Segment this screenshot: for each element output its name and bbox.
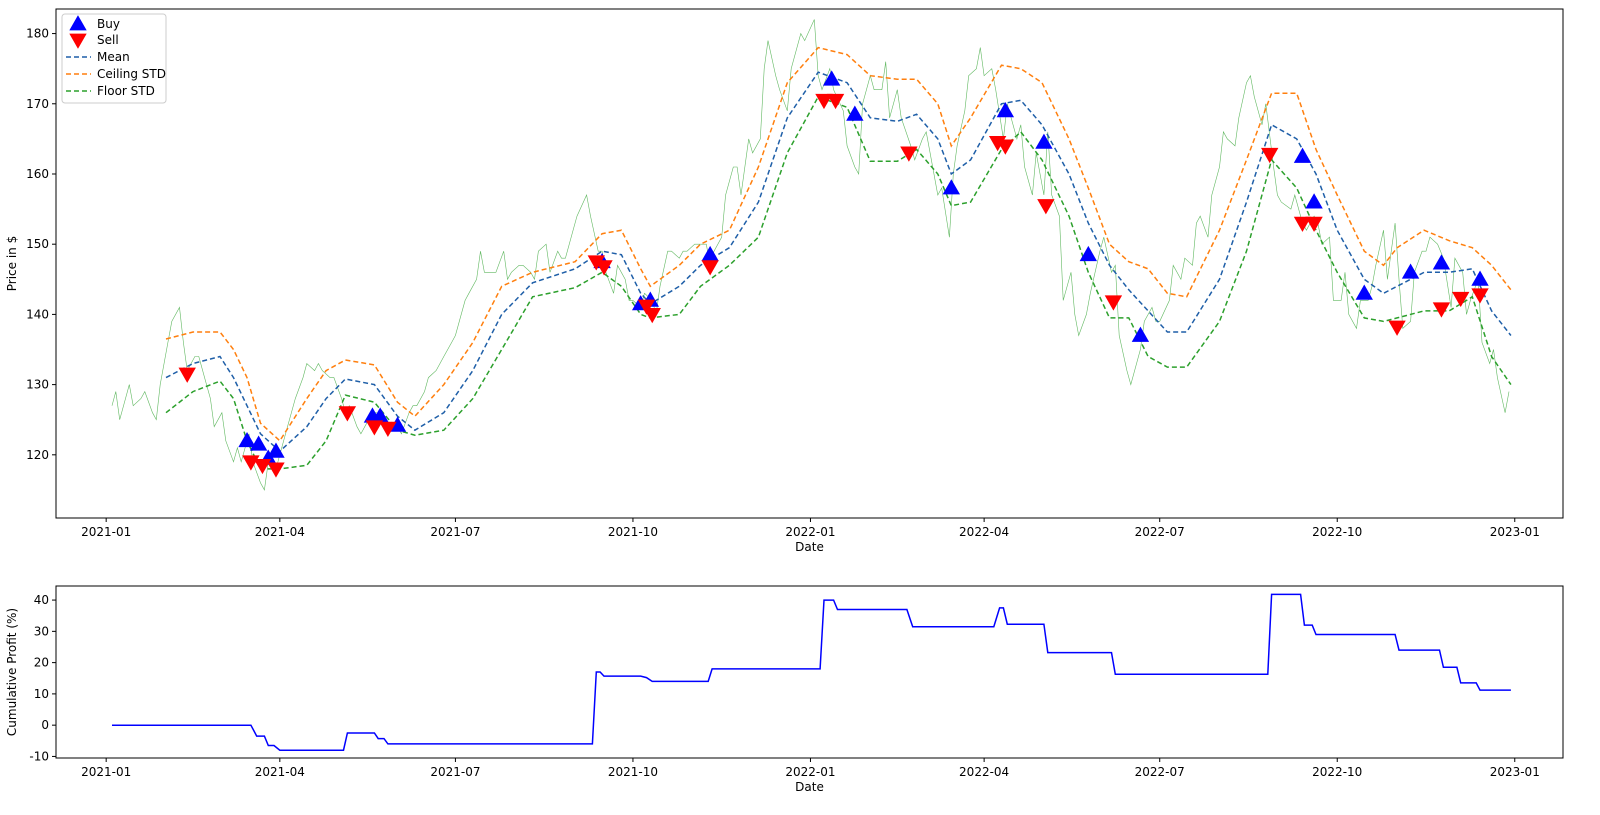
sell-marker <box>1037 199 1055 215</box>
y-tick-label: 20 <box>34 656 49 670</box>
x-tick-label: 2023-01 <box>1490 765 1540 779</box>
sell-marker <box>643 307 661 324</box>
sell-marker <box>1293 216 1312 232</box>
y-tick-label: 30 <box>34 624 49 638</box>
sell-marker <box>637 299 656 315</box>
x-tick-label: 2021-04 <box>255 765 305 779</box>
sell-marker <box>701 260 719 276</box>
x-tick-label: 2021-04 <box>255 525 305 539</box>
y-tick-label: 40 <box>34 593 49 607</box>
buy-marker <box>701 245 719 262</box>
legend-entry-label: Ceiling STD <box>97 67 166 81</box>
sell-marker <box>595 260 613 276</box>
x-axis-label: Date <box>795 780 824 794</box>
sell-marker <box>1104 295 1123 311</box>
x-tick-label: 2022-04 <box>959 765 1009 779</box>
series-line-floor-std <box>165 95 1512 470</box>
price-chart: 2021-01 2021-04 2021-07 2021-10 2022-01 2022-… <box>5 8 1564 554</box>
sell-marker <box>1432 302 1451 318</box>
y-tick-label: 130 <box>26 378 49 392</box>
sell-marker <box>900 146 918 162</box>
sell-marker <box>1261 147 1279 164</box>
y-tick-label: 150 <box>26 237 49 251</box>
legend-entry-label: Buy <box>97 17 120 31</box>
sell-marker <box>338 406 357 422</box>
profit-chart: 2021-01 2021-04 2021-07 2021-10 2022-01 2022-… <box>5 585 1564 794</box>
buy-marker <box>823 70 841 86</box>
sell-marker <box>826 93 845 110</box>
buy-marker <box>249 435 268 451</box>
sell-marker <box>365 420 384 436</box>
legend-entry-label: Floor STD <box>97 84 155 98</box>
buy-marker <box>846 105 864 121</box>
x-tick-label: 2021-01 <box>81 765 131 779</box>
x-tick-label: 2021-10 <box>608 765 658 779</box>
sell-marker <box>253 458 272 475</box>
buy-marker <box>1131 326 1150 342</box>
y-tick-label: 0 <box>41 718 49 732</box>
x-tick-label: 2022-10 <box>1312 525 1362 539</box>
sell-marker <box>1471 288 1489 304</box>
x-tick-label: 2021-10 <box>608 525 658 539</box>
buy-marker <box>996 101 1015 118</box>
x-tick-label: 2022-04 <box>959 525 1009 539</box>
x-tick-label: 2022-10 <box>1312 765 1362 779</box>
x-tick-label: 2022-01 <box>785 525 835 539</box>
buy-marker <box>1401 263 1420 279</box>
y-axis-label: Cumulative Profit (%) <box>5 608 19 736</box>
y-tick-label: 140 <box>26 307 49 321</box>
buy-marker <box>1305 193 1323 209</box>
x-tick-label: 2022-01 <box>785 765 835 779</box>
x-tick-label: 2022-07 <box>1135 765 1185 779</box>
buy-marker <box>942 179 961 195</box>
buy-marker <box>267 442 285 458</box>
buy-marker <box>238 431 256 448</box>
legend-buy-icon <box>69 15 87 31</box>
sell-marker <box>996 139 1015 155</box>
buy-marker <box>1432 254 1451 270</box>
x-tick-label: 2021-01 <box>81 525 131 539</box>
legend-entry-label: Mean <box>97 50 130 64</box>
series-line-ceiling-std <box>165 46 1512 442</box>
plot-frame <box>55 585 1564 759</box>
x-axis-label: Date <box>795 540 824 554</box>
sell-marker <box>815 93 833 110</box>
y-tick-label: 170 <box>26 97 49 111</box>
legend-box <box>61 13 167 104</box>
legend: Buy Sell Mean Ceiling STD Floor STD <box>61 13 167 104</box>
sell-marker <box>178 367 196 383</box>
legend-entry-label: Sell <box>97 33 119 47</box>
y-tick-label: -10 <box>29 749 49 763</box>
y-tick-label: 120 <box>26 448 49 462</box>
x-tick-label: 2022-07 <box>1135 525 1185 539</box>
plot-frame <box>55 8 1564 519</box>
buy-marker <box>1293 147 1312 163</box>
sell-marker <box>1388 320 1406 336</box>
sell-marker <box>1305 216 1323 232</box>
cumulative-profit-line <box>112 593 1511 751</box>
buy-marker <box>1471 270 1489 286</box>
legend-sell-icon <box>69 33 87 49</box>
x-tick-label: 2021-07 <box>430 525 480 539</box>
sell-marker <box>1452 291 1470 308</box>
sell-marker <box>267 462 285 478</box>
y-tick-label: 160 <box>26 167 49 181</box>
buy-marker <box>1355 284 1373 300</box>
x-tick-label: 2023-01 <box>1490 525 1540 539</box>
y-tick-label: 10 <box>34 687 49 701</box>
x-tick-label: 2021-07 <box>430 765 480 779</box>
buy-marker <box>1035 133 1053 149</box>
sell-marker <box>379 421 397 437</box>
price-line <box>111 19 1510 491</box>
y-tick-label: 180 <box>26 27 49 41</box>
y-axis-label: Price in $ <box>5 236 19 291</box>
buy-marker <box>1079 245 1098 262</box>
